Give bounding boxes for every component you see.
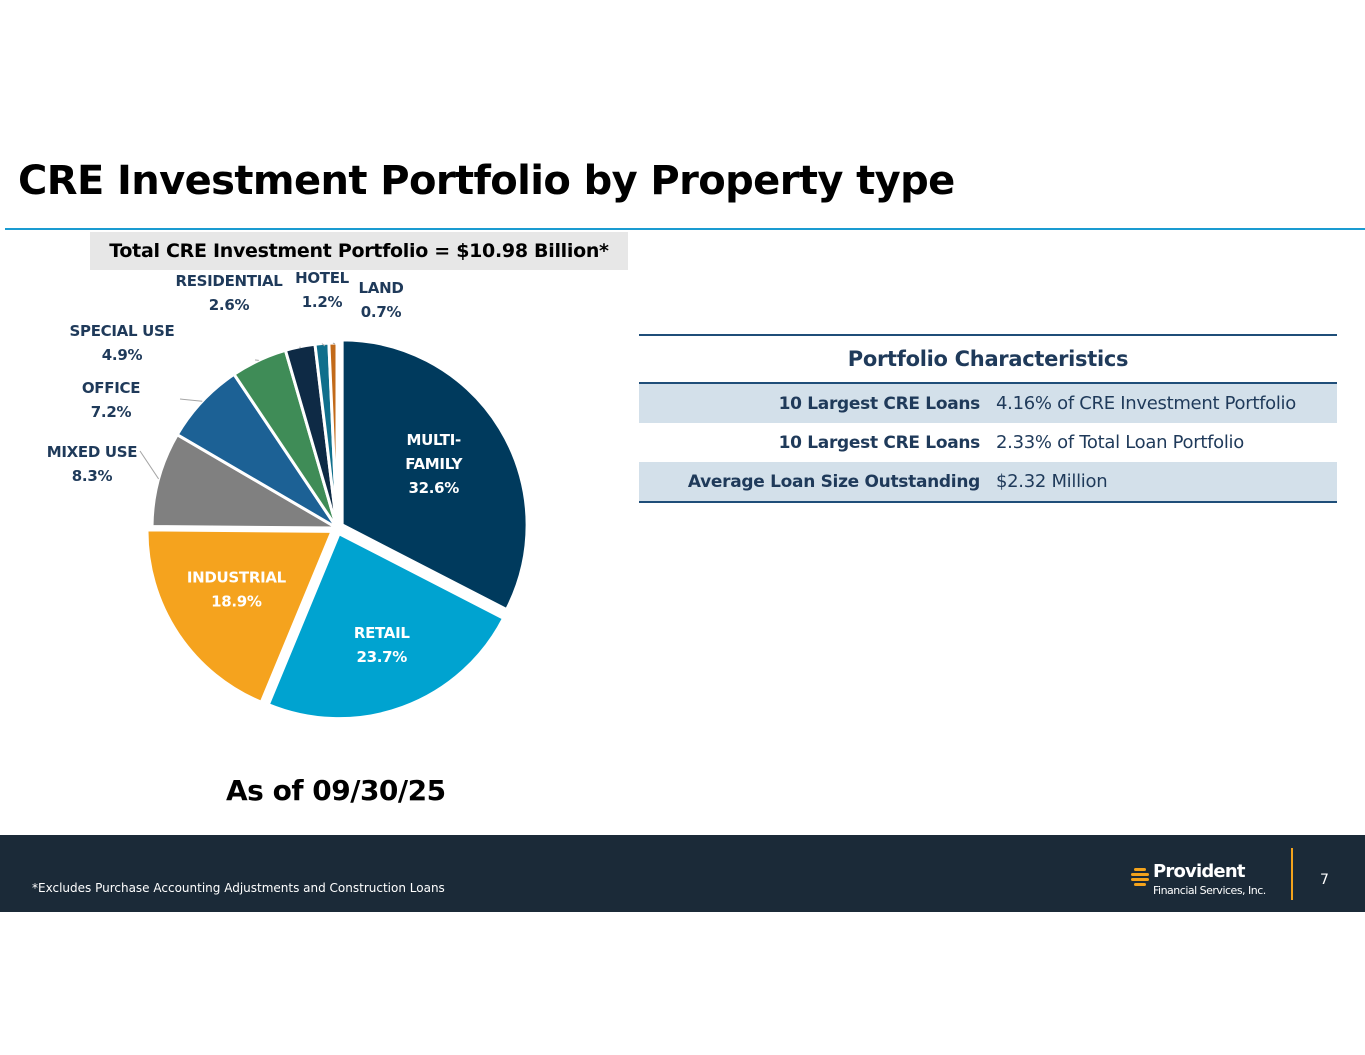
slice-name-label: MULTI-: [407, 431, 461, 449]
slice-name-label: HOTEL: [295, 269, 350, 287]
page-number: 7: [1320, 872, 1329, 888]
slice-value-label: 1.2%: [302, 293, 343, 311]
table-row: 10 Largest CRE Loans 2.33% of Total Loan…: [639, 423, 1337, 462]
leader-line: [332, 342, 336, 345]
pie-slice-retail: [266, 531, 506, 721]
slice-name-label: OFFICE: [82, 379, 140, 397]
table-bottom-rule: [639, 501, 1337, 503]
slice-name-label: RETAIL: [354, 624, 411, 642]
logo-name: Provident: [1153, 861, 1245, 882]
row-label: 10 Largest CRE Loans: [778, 432, 981, 453]
slice-value-label: 18.9%: [211, 593, 262, 611]
pie-slice-multi-family: [340, 338, 529, 612]
table-top-rule: [639, 334, 1337, 336]
slice-name-label: INDUSTRIAL: [187, 569, 287, 587]
company-logo: Provident Financial Services, Inc.: [1130, 861, 1290, 903]
row-label: Average Loan Size Outstanding: [687, 471, 980, 492]
title-divider: [5, 228, 1365, 230]
row-label: 10 Largest CRE Loans: [778, 393, 981, 414]
footer-bar: *Excludes Purchase Accounting Adjustment…: [0, 835, 1365, 912]
provident-logo-icon: [1131, 868, 1149, 886]
as-of-date: As of 09/30/25: [226, 774, 446, 807]
slice-value-label: 0.7%: [361, 303, 402, 321]
leader-line: [139, 450, 160, 480]
table-row: Average Loan Size Outstanding $2.32 Mill…: [639, 462, 1337, 501]
table-title: Portfolio Characteristics: [847, 347, 1129, 371]
slice-name-label: LAND: [359, 279, 404, 297]
table-row: 10 Largest CRE Loans 4.16% of CRE Invest…: [639, 384, 1337, 423]
total-portfolio-banner: Total CRE Investment Portfolio = $10.98 …: [90, 232, 628, 270]
slice-value-label: 32.6%: [408, 479, 459, 497]
slice-value-label: 7.2%: [91, 403, 132, 421]
footnote: *Excludes Purchase Accounting Adjustment…: [32, 881, 445, 895]
pie-slice-land: [327, 341, 339, 529]
leader-line: [321, 343, 326, 347]
page-title: CRE Investment Portfolio by Property typ…: [18, 158, 955, 204]
leader-line: [179, 398, 203, 402]
property-type-pie-chart: MULTI- FAMILY 32.6% RETAIL 23.7% INDUSTRIAL 18…: [47, 269, 529, 721]
slice-name-label: RESIDENTIAL: [175, 272, 283, 290]
row-value: 2.33% of Total Loan Portfolio: [996, 432, 1244, 453]
slice-name-label: MIXED USE: [47, 443, 138, 461]
slice-name-label: SPECIAL USE: [70, 322, 175, 340]
slice-value-label: 2.6%: [209, 296, 250, 314]
row-value: 4.16% of CRE Investment Portfolio: [996, 393, 1296, 414]
slice-name-label: FAMILY: [405, 455, 463, 473]
pie-slice-industrial: [145, 528, 335, 705]
portfolio-characteristics-table: Portfolio Characteristics 10 Largest CRE…: [639, 334, 1337, 503]
slice-value-label: 8.3%: [72, 467, 113, 485]
logo-subtitle: Financial Services, Inc.: [1153, 884, 1266, 897]
logo-divider: [1291, 848, 1293, 900]
slice-value-label: 4.9%: [102, 346, 143, 364]
row-value: $2.32 Million: [996, 471, 1108, 492]
pie-slice-mixed-use: [150, 432, 343, 530]
table-header-rule: [639, 382, 1337, 384]
slice-value-label: 23.7%: [356, 648, 407, 666]
